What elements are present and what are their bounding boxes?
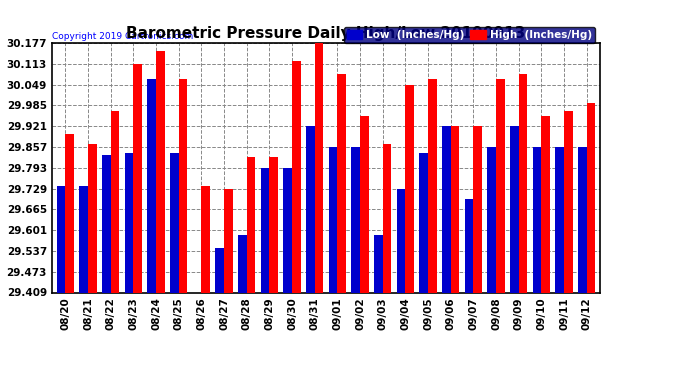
Bar [442,126,451,292]
Bar [465,199,473,292]
Bar [57,186,66,292]
Bar [533,147,542,292]
Bar [473,126,482,292]
Bar [519,74,527,292]
Bar [133,64,142,292]
Bar [125,153,133,292]
Bar [397,189,405,292]
Bar [156,51,165,292]
Bar [405,85,414,292]
Bar [238,236,247,292]
Bar [328,147,337,292]
Bar [148,80,156,292]
Bar [315,43,324,292]
Bar [374,236,383,292]
Bar [284,168,292,292]
Bar [201,186,210,292]
Bar [428,80,437,292]
Bar [102,155,110,292]
Text: Copyright 2019 Cartronics.com: Copyright 2019 Cartronics.com [52,32,193,40]
Bar [88,144,97,292]
Bar [170,153,179,292]
Bar [451,126,460,292]
Bar [179,80,187,292]
Title: Barometric Pressure Daily High/Low 20190913: Barometric Pressure Daily High/Low 20190… [126,26,526,40]
Bar [269,158,278,292]
Bar [578,147,586,292]
Bar [292,61,301,292]
Bar [360,116,368,292]
Bar [66,134,74,292]
Bar [496,80,504,292]
Bar [110,111,119,292]
Bar [351,147,360,292]
Bar [224,189,233,292]
Bar [261,168,269,292]
Bar [555,147,564,292]
Bar [510,126,519,292]
Bar [306,126,315,292]
Bar [215,248,224,292]
Bar [383,144,391,292]
Bar [420,153,428,292]
Bar [337,74,346,292]
Bar [247,158,255,292]
Bar [564,111,573,292]
Bar [542,116,550,292]
Bar [586,103,595,292]
Bar [487,147,496,292]
Legend: Low  (Inches/Hg), High  (Inches/Hg): Low (Inches/Hg), High (Inches/Hg) [344,27,595,44]
Bar [79,186,88,292]
